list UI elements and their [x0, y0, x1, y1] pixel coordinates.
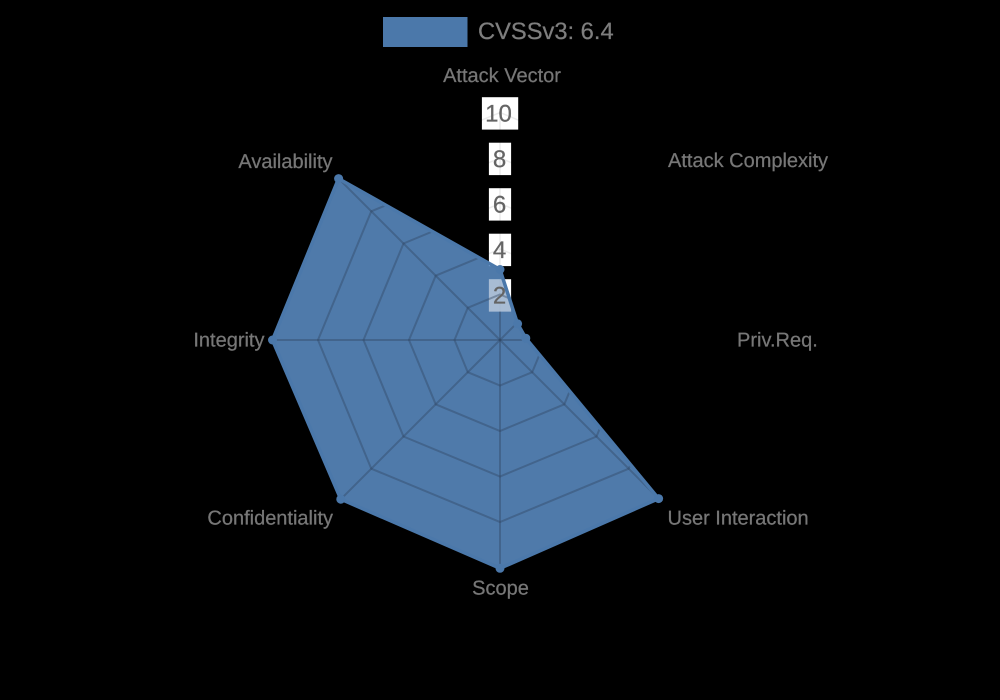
- svg-text:10: 10: [485, 101, 512, 128]
- svg-text:Attack Vector: Attack Vector: [443, 65, 561, 87]
- svg-text:Scope: Scope: [472, 578, 529, 600]
- svg-text:4: 4: [493, 237, 506, 264]
- svg-text:6: 6: [493, 192, 506, 219]
- svg-text:Priv.Req.: Priv.Req.: [737, 330, 818, 352]
- svg-text:Availability: Availability: [238, 151, 332, 173]
- svg-text:Attack Complexity: Attack Complexity: [668, 150, 828, 172]
- svg-text:8: 8: [493, 146, 506, 173]
- svg-text:User Interaction: User Interaction: [668, 508, 809, 530]
- svg-text:Confidentiality: Confidentiality: [207, 508, 333, 530]
- svg-text:CVSSv3: 6.4: CVSSv3: 6.4: [478, 19, 614, 45]
- svg-text:2: 2: [493, 283, 506, 310]
- svg-text:Integrity: Integrity: [193, 330, 264, 352]
